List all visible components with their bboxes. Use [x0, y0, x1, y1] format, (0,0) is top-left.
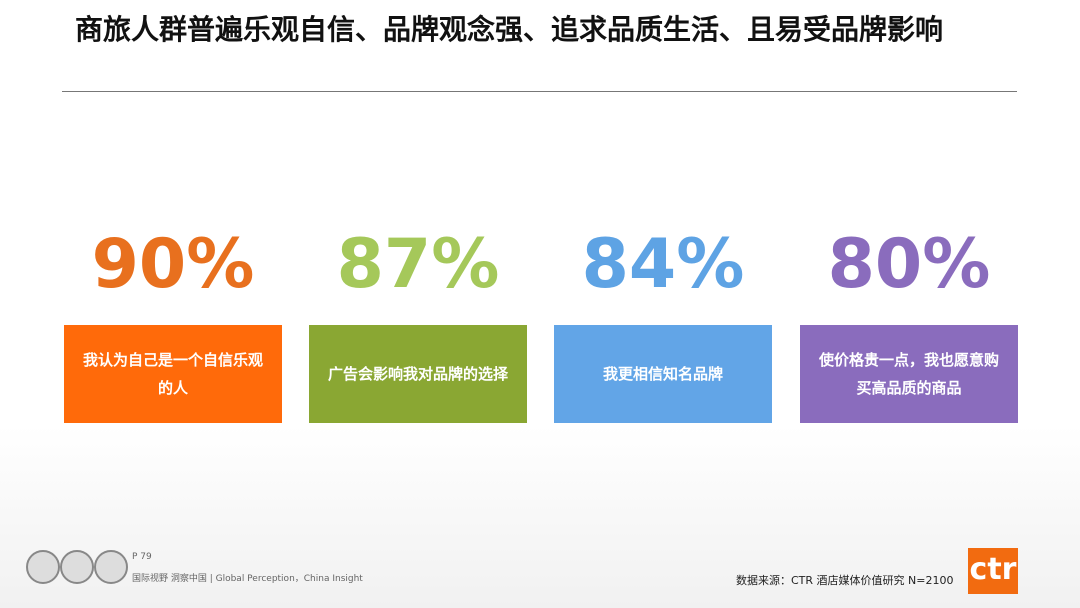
stat-figure: 80% — [827, 225, 991, 304]
source: 数据来源：CTR 酒店媒体价值研究 N=2100 — [736, 574, 954, 587]
page-number: P 79 — [132, 552, 152, 562]
stat-caption: 我认为自己是一个自信乐观的人 — [64, 325, 282, 423]
badge — [26, 550, 60, 584]
stat-figure: 90% — [91, 225, 255, 304]
stat-caption: 使价格贵一点，我也愿意购买高品质的商品 — [800, 325, 1018, 423]
stat-figure: 84% — [581, 225, 745, 304]
stat-figure: 87% — [336, 225, 500, 304]
title: 商旅人群普遍乐观自信、品牌观念强、追求品质生活、且易受品牌影响 — [75, 13, 944, 46]
badge — [60, 550, 94, 584]
divider — [62, 91, 1017, 92]
logo: ctr — [968, 548, 1018, 594]
slogan: 国际视野 洞察中国 | Global Perception，China Insi… — [132, 574, 363, 584]
stat-caption: 广告会影响我对品牌的选择 — [309, 325, 527, 423]
badge — [94, 550, 128, 584]
stat-caption: 我更相信知名品牌 — [554, 325, 772, 423]
